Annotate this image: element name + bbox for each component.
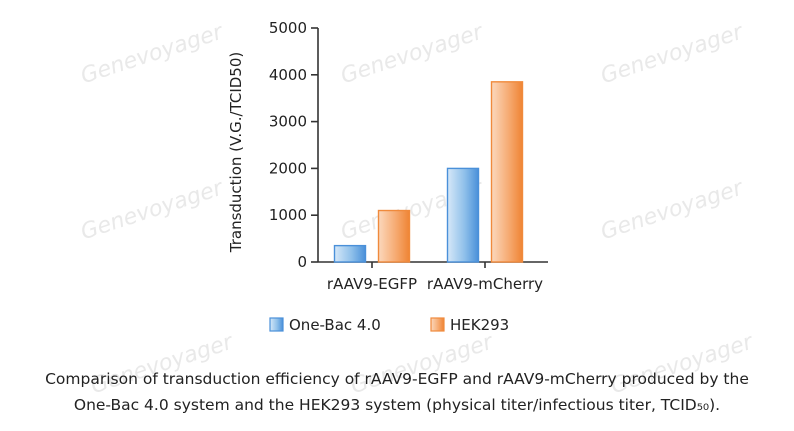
- x-tick-label: rAAV9-mCherry: [427, 275, 543, 293]
- y-axis-title: Transduction (V.G./TCID50): [227, 52, 245, 253]
- figure-caption: Comparison of transduction efficiency of…: [0, 366, 794, 418]
- y-tick-label: 3000: [269, 113, 307, 131]
- legend: One-Bac 4.0 HEK293: [269, 316, 509, 334]
- bar-one-bac-raav9-egfp: [333, 244, 367, 263]
- caption-line-1: Comparison of transduction efficiency of…: [45, 370, 749, 388]
- y-tick-label: 1000: [269, 206, 307, 224]
- y-tick-label: 5000: [269, 19, 307, 37]
- legend-label-hek293: HEK293: [450, 316, 509, 334]
- y-tick-label: 0: [297, 253, 307, 271]
- y-tick-label: 2000: [269, 159, 307, 177]
- bar-one-bac-raav9-mcherry: [446, 167, 480, 263]
- caption-line-2: One-Bac 4.0 system and the HEK293 system…: [73, 396, 721, 414]
- y-tick-label: 4000: [269, 66, 307, 84]
- bar-hek293-raav9-egfp: [377, 209, 411, 263]
- x-tick-label: rAAV9-EGFP: [327, 275, 417, 293]
- legend-swatch-one-bac: [269, 317, 284, 332]
- bar-hek293-raav9-mcherry: [490, 81, 524, 263]
- legend-label-one-bac: One-Bac 4.0: [289, 316, 381, 334]
- legend-swatch-hek293: [430, 317, 445, 332]
